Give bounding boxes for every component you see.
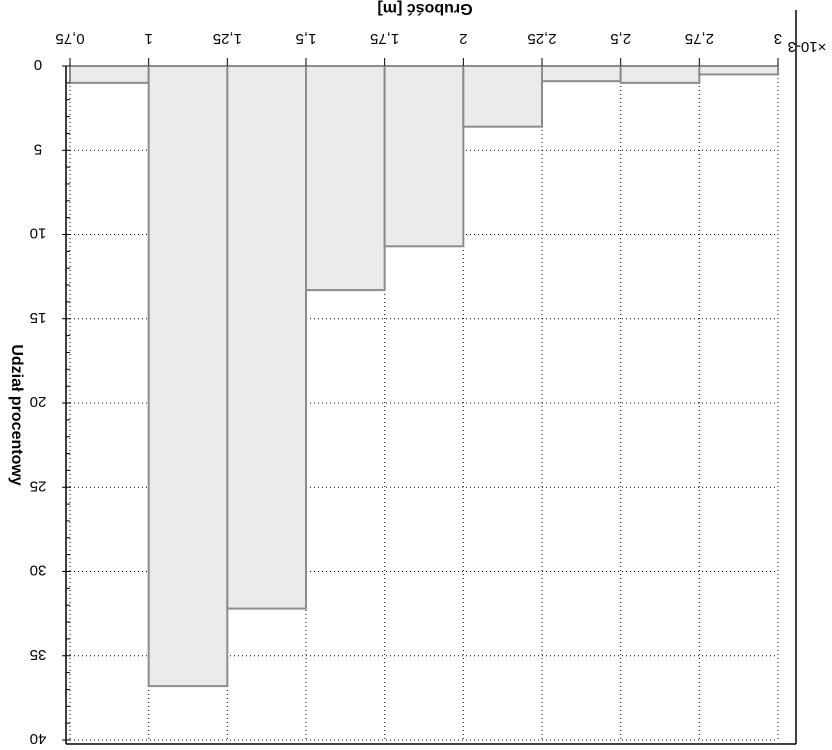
y-tick-label: 20	[30, 393, 47, 410]
y-tick-label: 25	[30, 477, 47, 494]
histogram-bar	[69, 65, 150, 84]
histogram-bar	[541, 65, 622, 83]
x-axis-title: Grubość [m]	[377, 0, 472, 17]
histogram-bar	[383, 65, 465, 248]
histogram-bar	[305, 65, 386, 292]
plot-frame	[62, 10, 797, 745]
y-tick-label: 30	[30, 562, 47, 579]
y-tick-label: 40	[30, 730, 47, 747]
x-axis-multiplier: ×10-3	[788, 38, 827, 55]
x-tick-label: 2,75	[685, 30, 714, 47]
histogram-bar	[147, 65, 229, 688]
y-tick-label: 15	[30, 309, 47, 326]
histogram-bar	[619, 65, 701, 84]
histogram-bar	[698, 65, 779, 76]
x-tick-label: 2,25	[527, 30, 556, 47]
histogram-bar	[226, 65, 307, 610]
y-axis-title: Udział procentowy	[8, 344, 25, 485]
x-tick-label: 1,25	[213, 30, 242, 47]
y-tick-label: 35	[30, 646, 47, 663]
x-tick-label: 1,5	[296, 30, 317, 47]
x-tick-label: 3	[774, 30, 782, 47]
bars	[69, 65, 779, 688]
x-tick-labels: 0,75 1 1,25 1,5 1,75 2 2,25 2,5 2,75 3	[55, 30, 782, 47]
x-tick-label: 2,5	[610, 30, 631, 47]
x-tick-label: 1,75	[370, 30, 399, 47]
axis-titles: Grubość [m] Udział procentowy ×10-3	[8, 0, 826, 486]
x-tick-label: 2	[459, 30, 467, 47]
y-tick-labels: 0 5 10 15 20 25 30 35 40	[30, 56, 47, 747]
histogram-bar	[462, 65, 544, 128]
x-tick-label: 0,75	[55, 30, 84, 47]
y-tick-label: 10	[30, 225, 47, 242]
y-tick-label: 5	[34, 140, 42, 157]
y-tick-label: 0	[34, 56, 42, 73]
x-tick-label: 1	[144, 30, 152, 47]
